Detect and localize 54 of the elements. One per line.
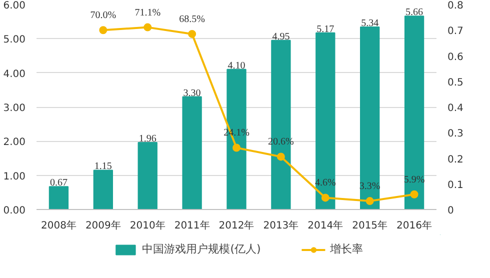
y2-tick-label: 0.7 <box>448 26 464 38</box>
point <box>99 26 108 34</box>
legend-label: 中国游戏用户规模(亿人) <box>142 242 261 256</box>
y2-tick-label: 0.8 <box>448 0 464 12</box>
data-label: 4.10 <box>228 60 246 72</box>
bar <box>93 170 113 210</box>
y-tick-label: 2.00 <box>3 137 26 148</box>
point <box>232 144 240 152</box>
data-label: 1.15 <box>94 161 112 172</box>
y-tick-label: 0.00 <box>3 206 26 216</box>
point <box>188 30 196 38</box>
y-tick-label: 3.00 <box>3 103 26 114</box>
y2-tick-label: 0.2 <box>448 154 464 166</box>
x-tick-label: 2015年 <box>352 220 388 232</box>
data-label: 5.17 <box>316 24 334 35</box>
bar <box>316 32 336 210</box>
data-label: 0.67 <box>50 178 68 189</box>
bar <box>182 96 202 210</box>
x-tick-label: 2012年 <box>218 220 254 232</box>
data-label: 1.96 <box>138 134 156 145</box>
data-label: 70.0% <box>90 10 116 22</box>
data-label: 68.5% <box>179 14 205 25</box>
x-tick-label: 2009年 <box>85 220 121 232</box>
y2-tick-label: 0 <box>448 206 454 216</box>
x-tick-label: 2014年 <box>308 220 344 232</box>
y-tick-label: 5.00 <box>3 34 26 46</box>
point <box>144 23 152 32</box>
y2-tick-label: 0.5 <box>448 77 464 88</box>
point <box>410 190 418 198</box>
x-tick-label: 2010年 <box>130 220 166 232</box>
x-tick-label: 2011年 <box>174 220 210 232</box>
legend-label: 增长率 <box>330 242 363 256</box>
y-tick-label: 4.00 <box>3 68 26 80</box>
data-label: 71.1% <box>134 7 161 18</box>
x-tick-label: 2008年 <box>41 220 76 232</box>
data-label: 4.95 <box>272 31 290 42</box>
y2-tick-label: 0.4 <box>448 103 464 114</box>
y-tick-label: 1.00 <box>3 171 26 182</box>
data-label: 5.66 <box>406 7 424 18</box>
point <box>366 197 374 206</box>
data-label: 3.30 <box>183 88 201 99</box>
x-tick-label: 2016年 <box>396 220 432 232</box>
bar <box>138 142 158 210</box>
bar <box>404 16 424 210</box>
y2-tick-label: 0.6 <box>448 52 464 63</box>
y2-tick-label: 0.3 <box>448 128 464 140</box>
bar <box>360 26 380 210</box>
x-tick-label: 2013年 <box>263 220 299 232</box>
y-tick-label: 6.00 <box>3 0 26 12</box>
y2-tick-label: 0.1 <box>448 180 464 191</box>
point <box>276 152 285 161</box>
bar <box>48 186 69 210</box>
point <box>321 194 330 202</box>
data-label: 5.34 <box>361 18 379 30</box>
